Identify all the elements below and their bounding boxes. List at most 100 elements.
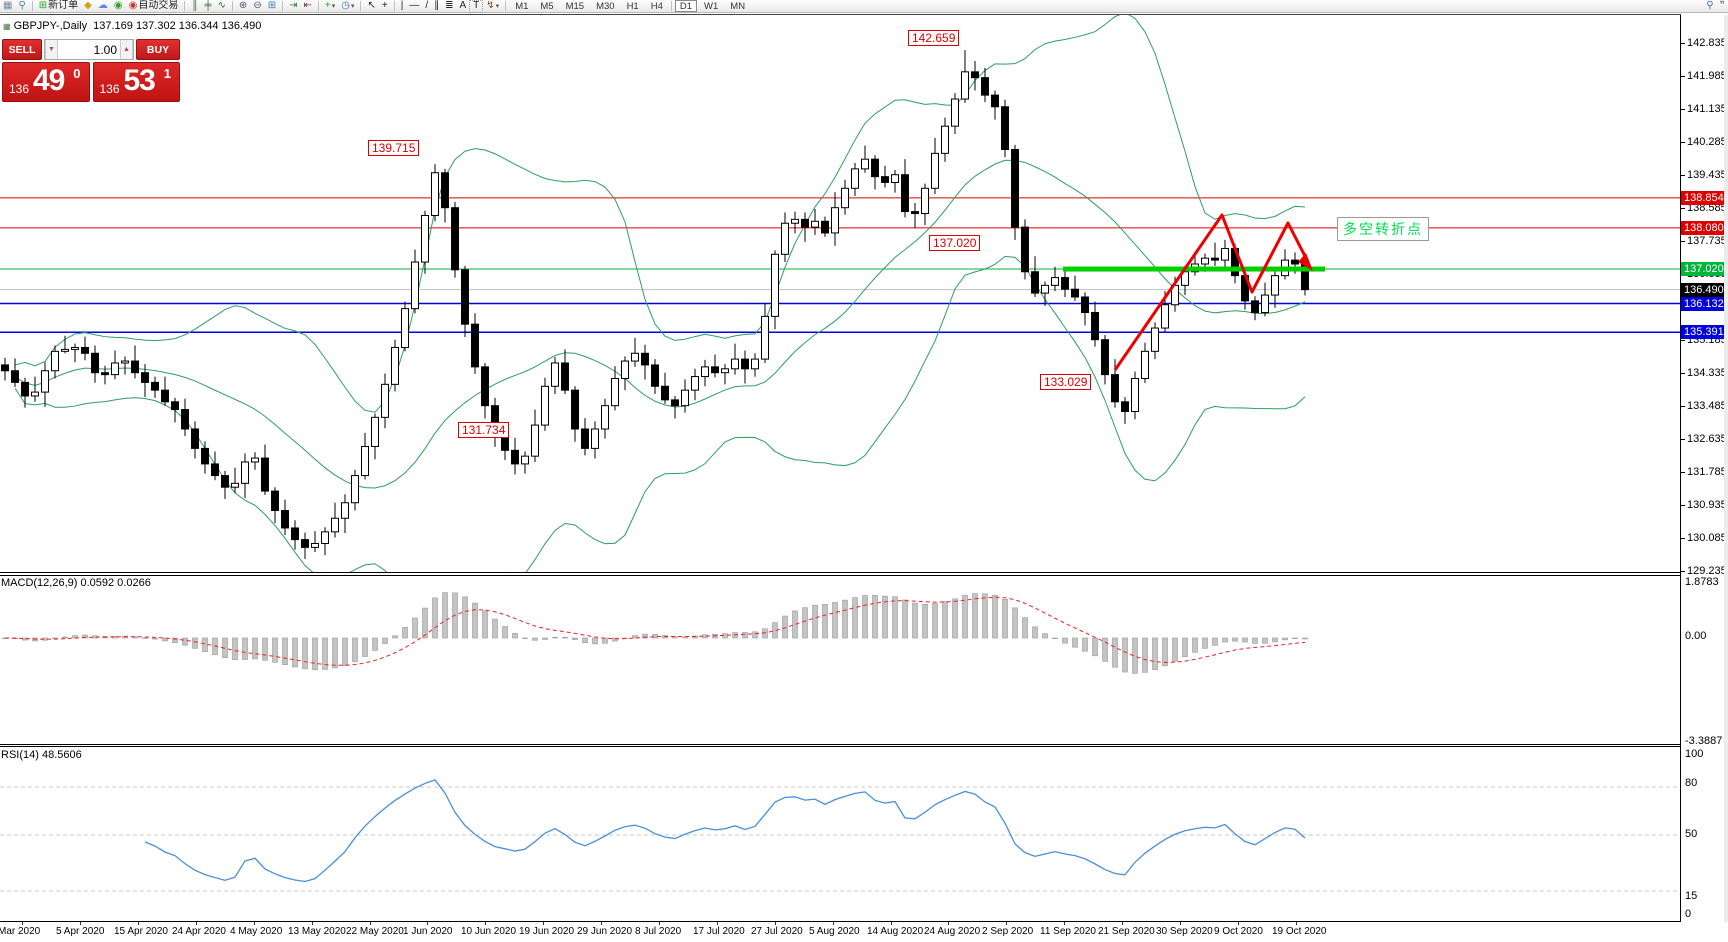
volume-increase-button[interactable]: ▲ (120, 40, 133, 59)
macd-histogram-bar (1222, 637, 1228, 643)
timeframe-button-m30[interactable]: M30 (596, 1, 615, 12)
ask-pips: 53 (123, 64, 156, 97)
price-line-badge: 138.080 (1681, 221, 1727, 235)
price-line-badge: 136.132 (1681, 297, 1727, 311)
periods-icon[interactable]: ◷▾ (341, 0, 355, 11)
trendline-icon[interactable]: / (425, 0, 429, 11)
timeframe-button-h4[interactable]: H4 (650, 1, 663, 12)
zoom-out-icon[interactable]: ⊖ (253, 0, 262, 11)
macd-histogram-bar (492, 618, 498, 639)
ask-price-box[interactable]: 136 53 1 (92, 62, 180, 102)
macd-histogram-bar (792, 610, 798, 639)
text-label-icon[interactable]: T (469, 0, 484, 13)
buy-button[interactable]: BUY (136, 39, 180, 60)
chart-shift-icon[interactable]: ⇤ (303, 0, 312, 11)
candle (781, 222, 789, 255)
support-trendline[interactable] (1063, 266, 1325, 272)
crosshair-icon[interactable]: + (381, 0, 388, 11)
volume-decrease-button[interactable]: ▼ (45, 40, 58, 59)
fibonacci-icon[interactable]: ≣ (445, 0, 454, 11)
symbol-name: GBPJPY-,Daily (13, 20, 88, 32)
panel-separator[interactable] (0, 744, 1728, 745)
vertical-line-icon[interactable]: | (400, 0, 404, 11)
price-axis[interactable]: 142.835 141.985 141.135 140.285 139.435 138.5… (1681, 0, 1728, 942)
date-tick (601, 922, 602, 925)
candle (1121, 401, 1129, 413)
macd-histogram-bar (1212, 637, 1218, 646)
candle (1151, 327, 1159, 352)
timeframe-button-m15[interactable]: M15 (565, 1, 585, 12)
signal-icon[interactable]: ◉ (113, 0, 123, 11)
candle (511, 449, 519, 465)
date-label: 14 Aug 2020 (867, 926, 924, 937)
macd-histogram-bar (872, 595, 878, 639)
timeframe-button-w1[interactable]: W1 (704, 1, 719, 12)
zigzag-arrowhead (1298, 253, 1313, 271)
candle (151, 381, 159, 391)
timeframe-button-m5[interactable]: M5 (540, 1, 554, 12)
ask-pipette: 1 (163, 66, 171, 81)
timeframe-button-h1[interactable]: H1 (626, 1, 639, 12)
zoom-in-icon[interactable]: ⊕ (238, 0, 248, 11)
chat-icon[interactable]: ❞ (1719, 0, 1725, 11)
macd-histogram-bar (992, 594, 998, 639)
toolbar-separator (670, 1, 672, 11)
date-label: 24 Apr 2020 (172, 926, 226, 937)
macd-histogram-bar (192, 637, 198, 649)
horizontal-line-icon[interactable]: — (409, 0, 420, 11)
cursor-icon[interactable]: ↖ (367, 0, 376, 11)
arrows-icon[interactable]: ↯▾ (486, 0, 500, 11)
date-tick (543, 922, 544, 925)
timeframe-button-mn[interactable]: MN (730, 1, 746, 12)
candlestick-mode-icon[interactable]: ╪ (204, 0, 212, 11)
terminal-icon[interactable]: ☁ (97, 0, 108, 11)
candle (1071, 288, 1079, 298)
candle (611, 378, 619, 407)
macd-histogram-bar (1302, 637, 1308, 640)
bar-chart-mode-icon[interactable]: ║ (191, 0, 199, 11)
search-icon[interactable]: ⚲ (1706, 0, 1714, 11)
macd-histogram-bar (522, 637, 528, 639)
toolbar-separator (393, 1, 395, 11)
text-icon[interactable]: A (459, 0, 467, 11)
candle (731, 358, 739, 370)
date-axis[interactable]: Mar 2020 5 Apr 2020 15 Apr 2020 24 Apr 2020… (0, 922, 1680, 942)
macd-histogram-bar (392, 635, 398, 639)
candle (921, 187, 929, 215)
candle (331, 517, 339, 533)
equidistant-channel-icon[interactable]: ∥ (434, 0, 440, 11)
timeframe-button-m1[interactable]: M1 (515, 1, 529, 12)
sell-button[interactable]: SELL (2, 39, 42, 60)
macd-histogram-bar (1012, 607, 1018, 639)
candle (741, 358, 749, 370)
bid-price-box[interactable]: 136 49 0 (2, 62, 90, 102)
tile-windows-icon[interactable]: ⊞ (267, 0, 277, 11)
auto-scroll-icon[interactable]: ⇥ (289, 0, 298, 11)
macd-histogram-bar (932, 603, 938, 639)
candle (261, 457, 269, 492)
price-line-badge: 137.020 (1681, 262, 1727, 276)
market-watch-icon[interactable]: ⚲ (18, 0, 26, 11)
macd-histogram-bar (352, 637, 358, 662)
window-icon[interactable]: ▦ (3, 0, 13, 11)
axis-tick (1681, 208, 1685, 209)
navigator-icon[interactable]: ◆ (84, 0, 92, 11)
timeframe-button-d1[interactable]: D1 (674, 0, 698, 12)
macd-histogram-bar (1102, 637, 1108, 662)
turning-point-note: 多空转折点 (1337, 217, 1429, 241)
macd-histogram-bar (612, 637, 618, 642)
panel-separator[interactable] (0, 572, 1728, 573)
volume-input[interactable] (58, 40, 120, 59)
new-order-icon[interactable]: ⊞新订单 (38, 0, 79, 11)
price-line-badge: 135.391 (1681, 325, 1727, 339)
autotrading-icon[interactable]: ◉自动交易 (128, 0, 179, 11)
axis-tick (1681, 538, 1685, 539)
zigzag-arrow[interactable] (1113, 213, 1310, 371)
candle (231, 482, 239, 488)
indicators-icon[interactable]: +▾ (324, 0, 336, 11)
macd-histogram-bar (842, 599, 848, 639)
date-tick (1006, 922, 1007, 925)
date-label: 10 Jun 2020 (461, 926, 517, 937)
line-chart-mode-icon[interactable]: ∿ (217, 0, 226, 11)
